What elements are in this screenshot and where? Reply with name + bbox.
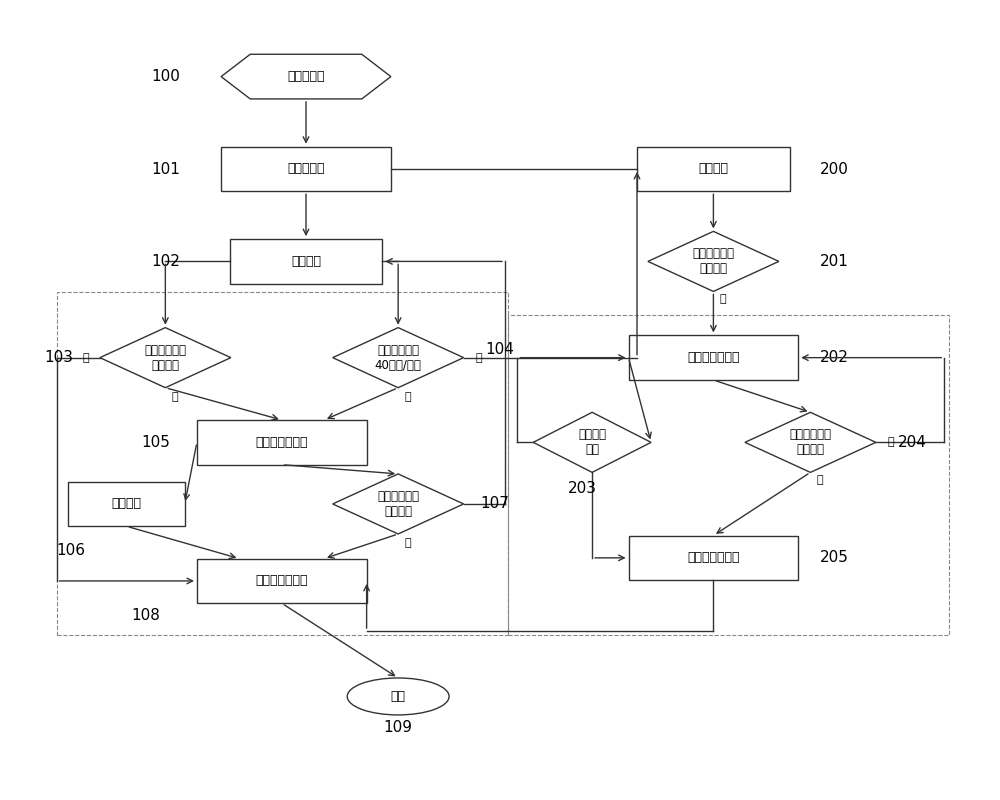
Text: 行车状态锁闭合: 行车状态锁闭合	[256, 436, 308, 449]
Text: 205: 205	[820, 550, 849, 566]
Text: 电源掉电: 电源掉电	[112, 498, 142, 510]
Text: 是: 是	[720, 294, 726, 304]
Polygon shape	[333, 474, 464, 534]
FancyBboxPatch shape	[230, 239, 382, 284]
Text: 停车状态: 停车状态	[698, 162, 728, 175]
Text: 104: 104	[486, 342, 514, 358]
Text: 204: 204	[898, 435, 927, 450]
Text: 否: 否	[888, 438, 894, 447]
Text: 行车状态锁打开: 行车状态锁打开	[256, 574, 308, 587]
Text: 102: 102	[151, 254, 180, 269]
Text: 发动机点火: 发动机点火	[287, 162, 325, 175]
Text: 105: 105	[141, 435, 170, 450]
Text: 200: 200	[820, 162, 849, 177]
Polygon shape	[221, 54, 391, 99]
Text: 上电初始化: 上电初始化	[287, 70, 325, 83]
Text: 109: 109	[384, 720, 413, 734]
FancyBboxPatch shape	[629, 535, 798, 580]
Text: 202: 202	[820, 350, 849, 365]
Text: 电源是否
掉电: 电源是否 掉电	[578, 428, 606, 456]
Text: 107: 107	[481, 497, 510, 511]
FancyBboxPatch shape	[68, 482, 185, 526]
Text: 是: 是	[405, 392, 411, 402]
Text: 停车状态锁闭合: 停车状态锁闭合	[687, 351, 740, 364]
FancyBboxPatch shape	[629, 335, 798, 380]
Text: 行车车锁按键
是否闭合: 行车车锁按键 是否闭合	[144, 344, 186, 372]
Text: 是: 是	[405, 538, 411, 548]
Text: 行车车锁按键
是否打开: 行车车锁按键 是否打开	[377, 490, 419, 518]
Text: 203: 203	[568, 481, 597, 496]
Text: 否: 否	[82, 353, 89, 362]
Polygon shape	[745, 412, 876, 472]
Text: 车速是否大于
40千米/小时: 车速是否大于 40千米/小时	[375, 344, 422, 372]
Text: 否: 否	[475, 353, 482, 362]
FancyBboxPatch shape	[221, 146, 391, 191]
Text: 108: 108	[132, 608, 160, 623]
FancyBboxPatch shape	[197, 420, 367, 465]
Ellipse shape	[347, 678, 449, 715]
Polygon shape	[100, 328, 231, 388]
Text: 100: 100	[151, 69, 180, 84]
FancyBboxPatch shape	[637, 146, 790, 191]
Text: 是: 是	[817, 475, 823, 485]
Text: 行车状态: 行车状态	[291, 255, 321, 268]
Text: 是: 是	[172, 392, 178, 402]
Text: 103: 103	[44, 350, 73, 365]
Text: 行车车锁按键
是否打开: 行车车锁按键 是否打开	[789, 428, 831, 456]
Text: 201: 201	[820, 254, 849, 269]
Text: 结束: 结束	[391, 690, 406, 703]
Polygon shape	[333, 328, 464, 388]
Polygon shape	[533, 412, 651, 472]
FancyBboxPatch shape	[197, 558, 367, 603]
Polygon shape	[648, 231, 779, 291]
Text: 101: 101	[151, 162, 180, 177]
Text: 106: 106	[57, 542, 86, 558]
Text: 停车车锁按键
是否闭合: 停车车锁按键 是否闭合	[692, 247, 734, 275]
Text: 停车状态锁打开: 停车状态锁打开	[687, 551, 740, 564]
